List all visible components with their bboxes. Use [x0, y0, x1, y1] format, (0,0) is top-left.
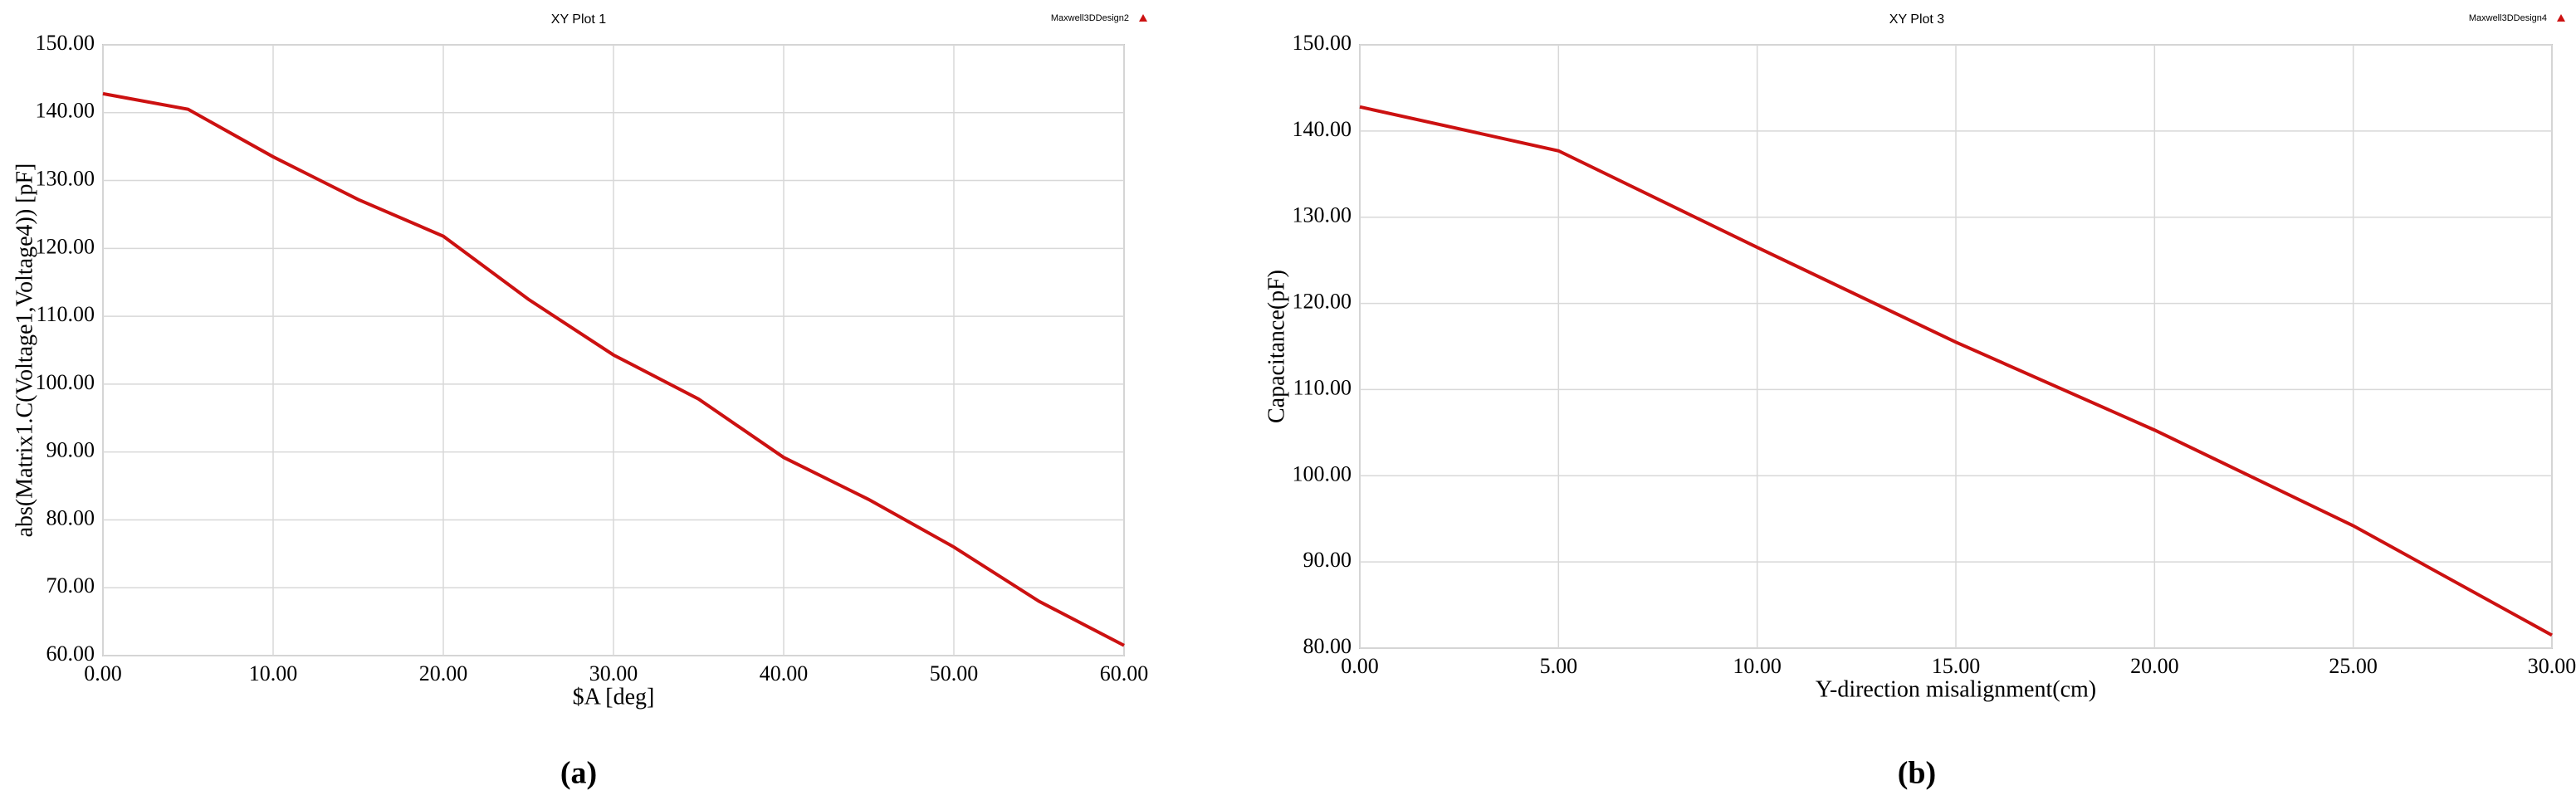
- x-tick-label: 5.00: [1540, 654, 1578, 678]
- x-tick-label: 25.00: [2329, 654, 2378, 678]
- x-tick-label: 20.00: [419, 661, 468, 685]
- y-tick-label: 140.00: [1293, 117, 1352, 141]
- y-tick-label: 90.00: [1303, 548, 1352, 572]
- y-tick-label: 150.00: [1293, 31, 1352, 55]
- data-line: [102, 91, 1125, 647]
- x-tick-label: 0.00: [1341, 654, 1379, 678]
- data-line: [1359, 105, 2553, 637]
- y-tick-label: 110.00: [36, 302, 95, 326]
- chart-title: XY Plot 1: [551, 12, 607, 27]
- y-tick-label: 80.00: [46, 505, 95, 529]
- y-tick-label: 150.00: [36, 31, 95, 55]
- x-axis-label: Y-direction misalignment(cm): [1816, 676, 2096, 702]
- x-tick-label: 50.00: [930, 661, 979, 685]
- legend-label: Maxwell3DDesign4: [2469, 13, 2547, 23]
- y-tick-label: 60.00: [46, 641, 95, 666]
- caption: (b): [1898, 756, 1936, 791]
- y-tick-label: 110.00: [1293, 375, 1352, 399]
- x-tick-label: 10.00: [1733, 654, 1782, 678]
- y-tick-label: 100.00: [1293, 461, 1352, 485]
- y-tick-label: 130.00: [1293, 203, 1352, 227]
- y-tick-label: 130.00: [36, 167, 95, 191]
- x-axis-label: $A [deg]: [573, 684, 655, 710]
- legend-marker: [1139, 14, 1147, 22]
- y-tick-label: 140.00: [36, 99, 95, 123]
- y-axis-label: Capacitance(pF): [1264, 270, 1289, 423]
- x-tick-label: 30.00: [589, 661, 638, 685]
- x-tick-label: 10.00: [249, 661, 298, 685]
- y-tick-label: 90.00: [46, 438, 95, 462]
- caption: (a): [560, 756, 597, 791]
- x-tick-label: 30.00: [2528, 654, 2576, 678]
- x-tick-label: 40.00: [760, 661, 809, 685]
- y-tick-label: 120.00: [36, 234, 95, 258]
- legend-label: Maxwell3DDesign2: [1051, 13, 1129, 23]
- y-tick-label: 100.00: [36, 370, 95, 394]
- x-tick-label: 0.00: [84, 661, 122, 685]
- x-tick-label: 15.00: [1932, 654, 1981, 678]
- y-tick-label: 70.00: [46, 573, 95, 598]
- x-tick-label: 20.00: [2130, 654, 2179, 678]
- x-tick-label: 60.00: [1100, 661, 1149, 685]
- y-tick-label: 120.00: [1293, 290, 1352, 314]
- chart-title: XY Plot 3: [1889, 12, 1945, 27]
- y-tick-label: 80.00: [1303, 634, 1352, 658]
- legend-marker: [2557, 14, 2565, 22]
- y-axis-label: abs(Matrix1.C(Voltage1,Voltage4)) [pF]: [12, 163, 37, 538]
